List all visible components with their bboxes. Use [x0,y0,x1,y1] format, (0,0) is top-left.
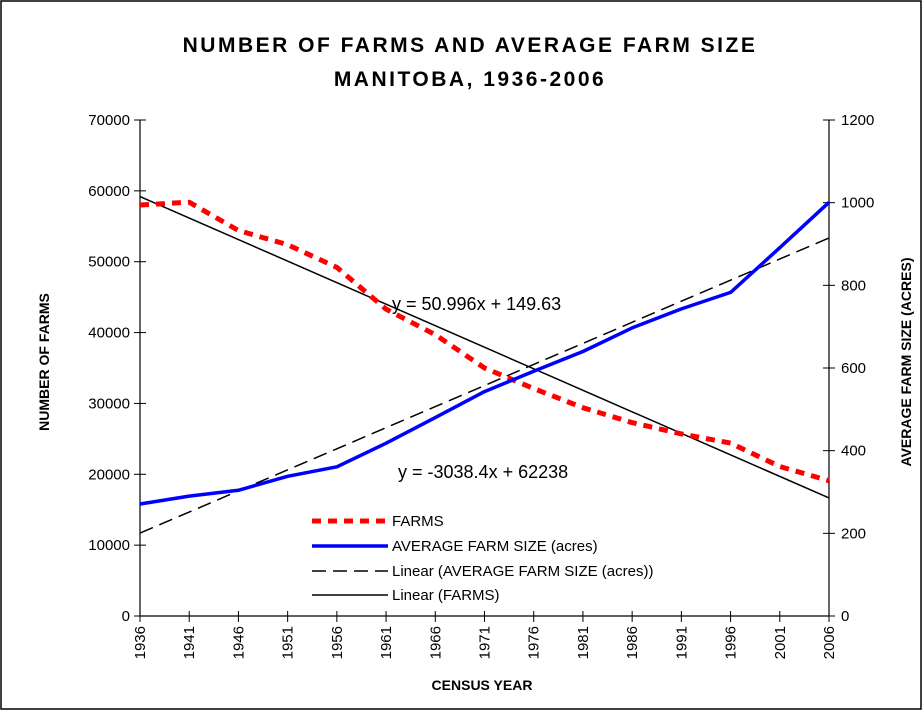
y-left-tick-label: 30000 [88,395,130,412]
x-tick-label: 2001 [772,626,789,659]
y-right-tick-label: 600 [841,360,866,377]
y-axis-left-title: NUMBER OF FARMS [36,293,52,431]
series-layer [139,195,831,534]
series-line-avg-size [139,201,831,506]
trendline-farms [139,195,830,499]
legend-label-linear-farms: Linear (FARMS) [392,587,500,604]
y-right-tick-label: 800 [841,277,866,294]
x-tick-label: 1971 [477,626,494,659]
y-left-tick-label: 10000 [88,537,130,554]
x-tick-label: 1956 [329,626,346,659]
x-tick-label: 1986 [624,626,641,659]
x-tick-label: 1936 [132,626,149,659]
series-line-farms [139,199,830,484]
x-tick-label: 1981 [575,626,592,659]
x-tick-label: 2006 [821,626,838,659]
y-left-tick-label: 60000 [88,183,130,200]
x-tick-label: 1941 [181,626,198,659]
chart-title-line1: NUMBER OF FARMS AND AVERAGE FARM SIZE [183,34,758,57]
trendline-equation-avg-size: y = 50.996x + 149.63 [392,294,561,314]
legend-label-linear-avg-size: Linear (AVERAGE FARM SIZE (acres)) [392,563,653,580]
legend-label-avg-size: AVERAGE FARM SIZE (acres) [392,538,598,555]
y-right-tick-label: 200 [841,525,866,542]
x-tick-label: 1976 [526,626,543,659]
y-right-tick-label: 1200 [841,112,874,129]
y-left-tick-label: 70000 [88,112,130,129]
x-tick-label: 1966 [427,626,444,659]
y-right-tick-label: 1000 [841,195,874,212]
x-tick-label: 1951 [280,626,297,659]
x-tick-label: 1991 [673,626,690,659]
x-tick-label: 1961 [378,626,395,659]
y-left-tick-label: 50000 [88,254,130,271]
y-left-tick-label: 20000 [88,466,130,483]
legend-label-farms: FARMS [392,513,444,530]
trendline-equation-farms: y = -3038.4x + 62238 [398,462,568,482]
y-left-tick-label: 0 [122,608,130,625]
x-tick-label: 1996 [723,626,740,659]
y-axis-right-title: AVERAGE FARM SIZE (ACRES) [898,258,914,467]
chart-title-line2: MANITOBA, 1936-2006 [334,68,606,91]
y-left-tick-label: 40000 [88,325,130,342]
x-axis-title: CENSUS YEAR [432,677,533,693]
tick-labels: 0100002000030000400005000060000700000200… [88,112,874,659]
x-tick-label: 1946 [230,626,247,659]
legend: FARMS AVERAGE FARM SIZE (acres) Linear (… [312,513,653,604]
y-right-tick-label: 400 [841,443,866,460]
y-right-tick-label: 0 [841,608,849,625]
